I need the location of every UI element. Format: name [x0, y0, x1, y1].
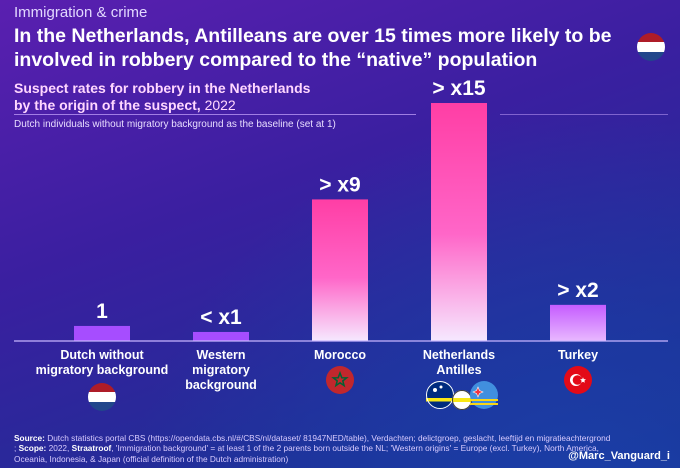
- netherlands-flag-icon: [637, 33, 665, 61]
- bar-3: [312, 199, 368, 341]
- subtitle-divider: [14, 114, 416, 115]
- value-label-3: > x9: [319, 173, 360, 196]
- chart-subtitle: Suspect rates for robbery in the Netherl…: [14, 80, 310, 114]
- category-label-4-line-2: Antilles: [436, 363, 481, 377]
- scope-text: 2022,: [46, 443, 70, 454]
- subtitle-divider-right: [500, 114, 668, 115]
- bar-group: [74, 103, 606, 341]
- aruba-flag-icon: [470, 381, 498, 409]
- value-label-group: 1 < x1 > x9 > x15 > x2: [96, 77, 599, 329]
- bar-5: [550, 304, 606, 341]
- baseline-note: Dutch individuals without migratory back…: [14, 119, 336, 130]
- category-label-5-line-1: Turkey: [558, 348, 598, 362]
- category-label-2-line-1: Western: [196, 348, 245, 362]
- source-label: Source:: [14, 433, 45, 443]
- morocco-flag-icon: [326, 366, 354, 394]
- bar-4: [431, 103, 487, 341]
- bar-1: [74, 325, 130, 341]
- subtitle-origin: by the origin of the suspect,: [14, 97, 201, 113]
- sint-maarten-flag-icon: [452, 390, 472, 410]
- value-label-4: > x15: [432, 77, 485, 100]
- category-label-1-line-2: migratory background: [36, 363, 169, 377]
- curacao-flag-icon: [426, 381, 454, 409]
- source-text: Dutch statistics portal CBS (https://ope…: [14, 433, 611, 454]
- value-label-2: < x1: [200, 306, 242, 329]
- category-label-3-line-1: Morocco: [314, 348, 366, 362]
- category-label-2-line-3: background: [185, 378, 257, 392]
- author-handle: @Marc_Vanguard_i: [568, 450, 670, 462]
- headline: In the Netherlands, Antilleans are over …: [14, 25, 612, 71]
- source-note: Source: Dutch statistics portal CBS (htt…: [14, 433, 614, 464]
- value-label-5: > x2: [557, 279, 598, 302]
- bar-2: [193, 331, 249, 341]
- category-label-1-line-1: Dutch without: [60, 348, 144, 362]
- subtitle-year: 2022: [200, 97, 236, 113]
- scope-label: Scope:: [16, 443, 47, 454]
- category-label-4-line-1: Netherlands: [423, 348, 495, 362]
- category-label-2-line-2: migratory: [192, 363, 250, 377]
- turkey-flag-icon: [564, 366, 592, 394]
- value-label-1: 1: [96, 300, 108, 323]
- subtitle-line-2: by the origin of the suspect, 2022: [14, 97, 310, 114]
- subtitle-line-1: Suspect rates for robbery in the Netherl…: [14, 80, 311, 96]
- topic-label: Immigration & crime: [14, 4, 148, 21]
- netherlands-flag-icon: [88, 383, 116, 411]
- straatroof-label: Straatroof: [69, 443, 112, 454]
- straatroof-text: , 'Immigration background' = at least 1 …: [14, 443, 599, 464]
